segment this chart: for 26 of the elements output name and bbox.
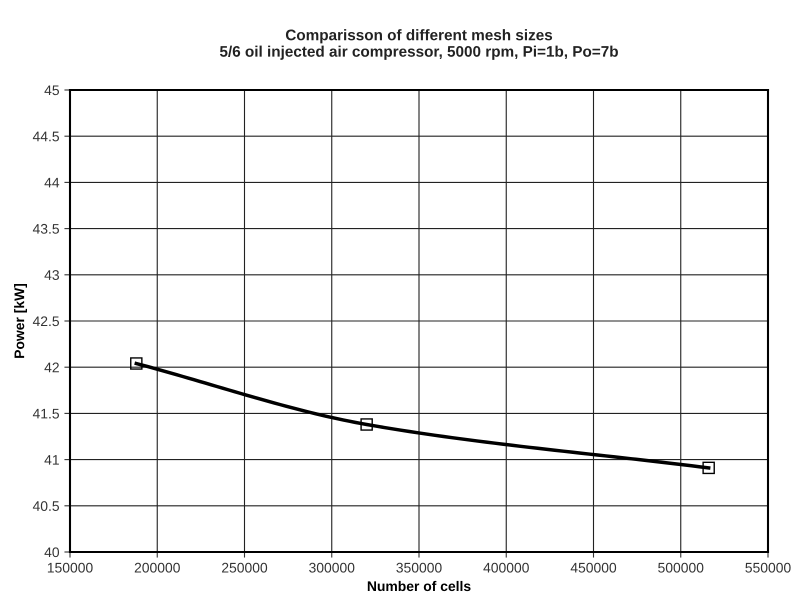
- y-tick-label: 43.5: [32, 224, 60, 234]
- x-tick-label: 550000: [745, 562, 791, 573]
- y-tick-label: 43: [44, 270, 59, 280]
- y-tick-label: 41: [44, 455, 59, 465]
- x-tick-label: 200000: [134, 562, 180, 573]
- y-tick-label: 45: [44, 85, 60, 96]
- y-tick-label: 42.5: [32, 316, 60, 326]
- y-axis-title: Power [kW]: [14, 284, 27, 358]
- y-tick-label: 44: [44, 178, 60, 188]
- x-tick-label: 400000: [483, 562, 529, 573]
- y-tick-label: 41.5: [32, 408, 60, 419]
- point: [130, 357, 143, 370]
- y-tick-label: 40: [44, 547, 60, 558]
- y-tick-label: 40.5: [32, 501, 60, 511]
- x-tick-label: 450000: [570, 562, 616, 573]
- x-tick-label: 500000: [658, 562, 704, 573]
- x-tick-label: 300000: [309, 562, 354, 573]
- x-tick-label: 150000: [48, 562, 93, 573]
- point: [360, 418, 373, 431]
- y-tick-label: 44.5: [32, 132, 60, 142]
- x-tick-label: 250000: [222, 562, 268, 573]
- point: [702, 462, 715, 474]
- x-axis-title: Number of cells: [368, 580, 471, 592]
- y-tick-label: 42: [44, 362, 59, 372]
- x-tick-label: 350000: [396, 562, 442, 573]
- chart-title: Comparisson of different mesh sizes 5/6 oil injected air compressor, 5000 rpm, Pi=1b, Po=7b: [220, 29, 618, 60]
